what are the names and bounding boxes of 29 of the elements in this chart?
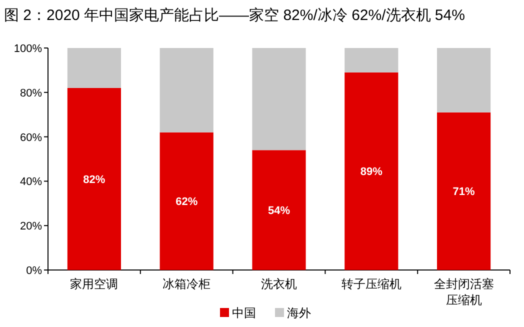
x-tick-label: 冰箱冷柜	[162, 277, 211, 291]
bar	[344, 48, 398, 72]
y-tick-label: 20%	[20, 220, 42, 233]
data-label: 71%	[452, 186, 476, 198]
bar	[252, 150, 306, 270]
bar	[437, 48, 491, 112]
data-label: 82%	[83, 174, 106, 186]
x-tick-label: 家用空调	[70, 277, 118, 291]
chart-title: 图 2：2020 年中国家电产能占比——家空 82%/冰冷 62%/洗衣机 54%	[4, 7, 465, 24]
y-tick-label: 80%	[20, 87, 42, 100]
y-tick-label: 60%	[20, 132, 42, 144]
x-tick-label: 转子压缩机	[341, 277, 402, 291]
legend-label: 中国	[232, 306, 256, 320]
bar	[437, 112, 491, 270]
data-label: 54%	[268, 205, 290, 218]
data-label: 62%	[176, 196, 198, 208]
bar	[160, 132, 214, 270]
legend-label: 海外	[287, 306, 311, 320]
x-tick-label: 全封闭活塞压缩机	[434, 277, 494, 307]
x-tick-label: 洗衣机	[261, 277, 297, 291]
bar	[344, 72, 398, 270]
bar	[160, 48, 214, 132]
y-tick-label: 40%	[20, 176, 42, 188]
bar	[67, 48, 121, 88]
bar	[252, 48, 306, 150]
y-tick-label: 100%	[14, 43, 42, 55]
bar	[67, 88, 121, 270]
y-tick-label: 0%	[26, 265, 42, 277]
data-label: 89%	[360, 166, 383, 178]
